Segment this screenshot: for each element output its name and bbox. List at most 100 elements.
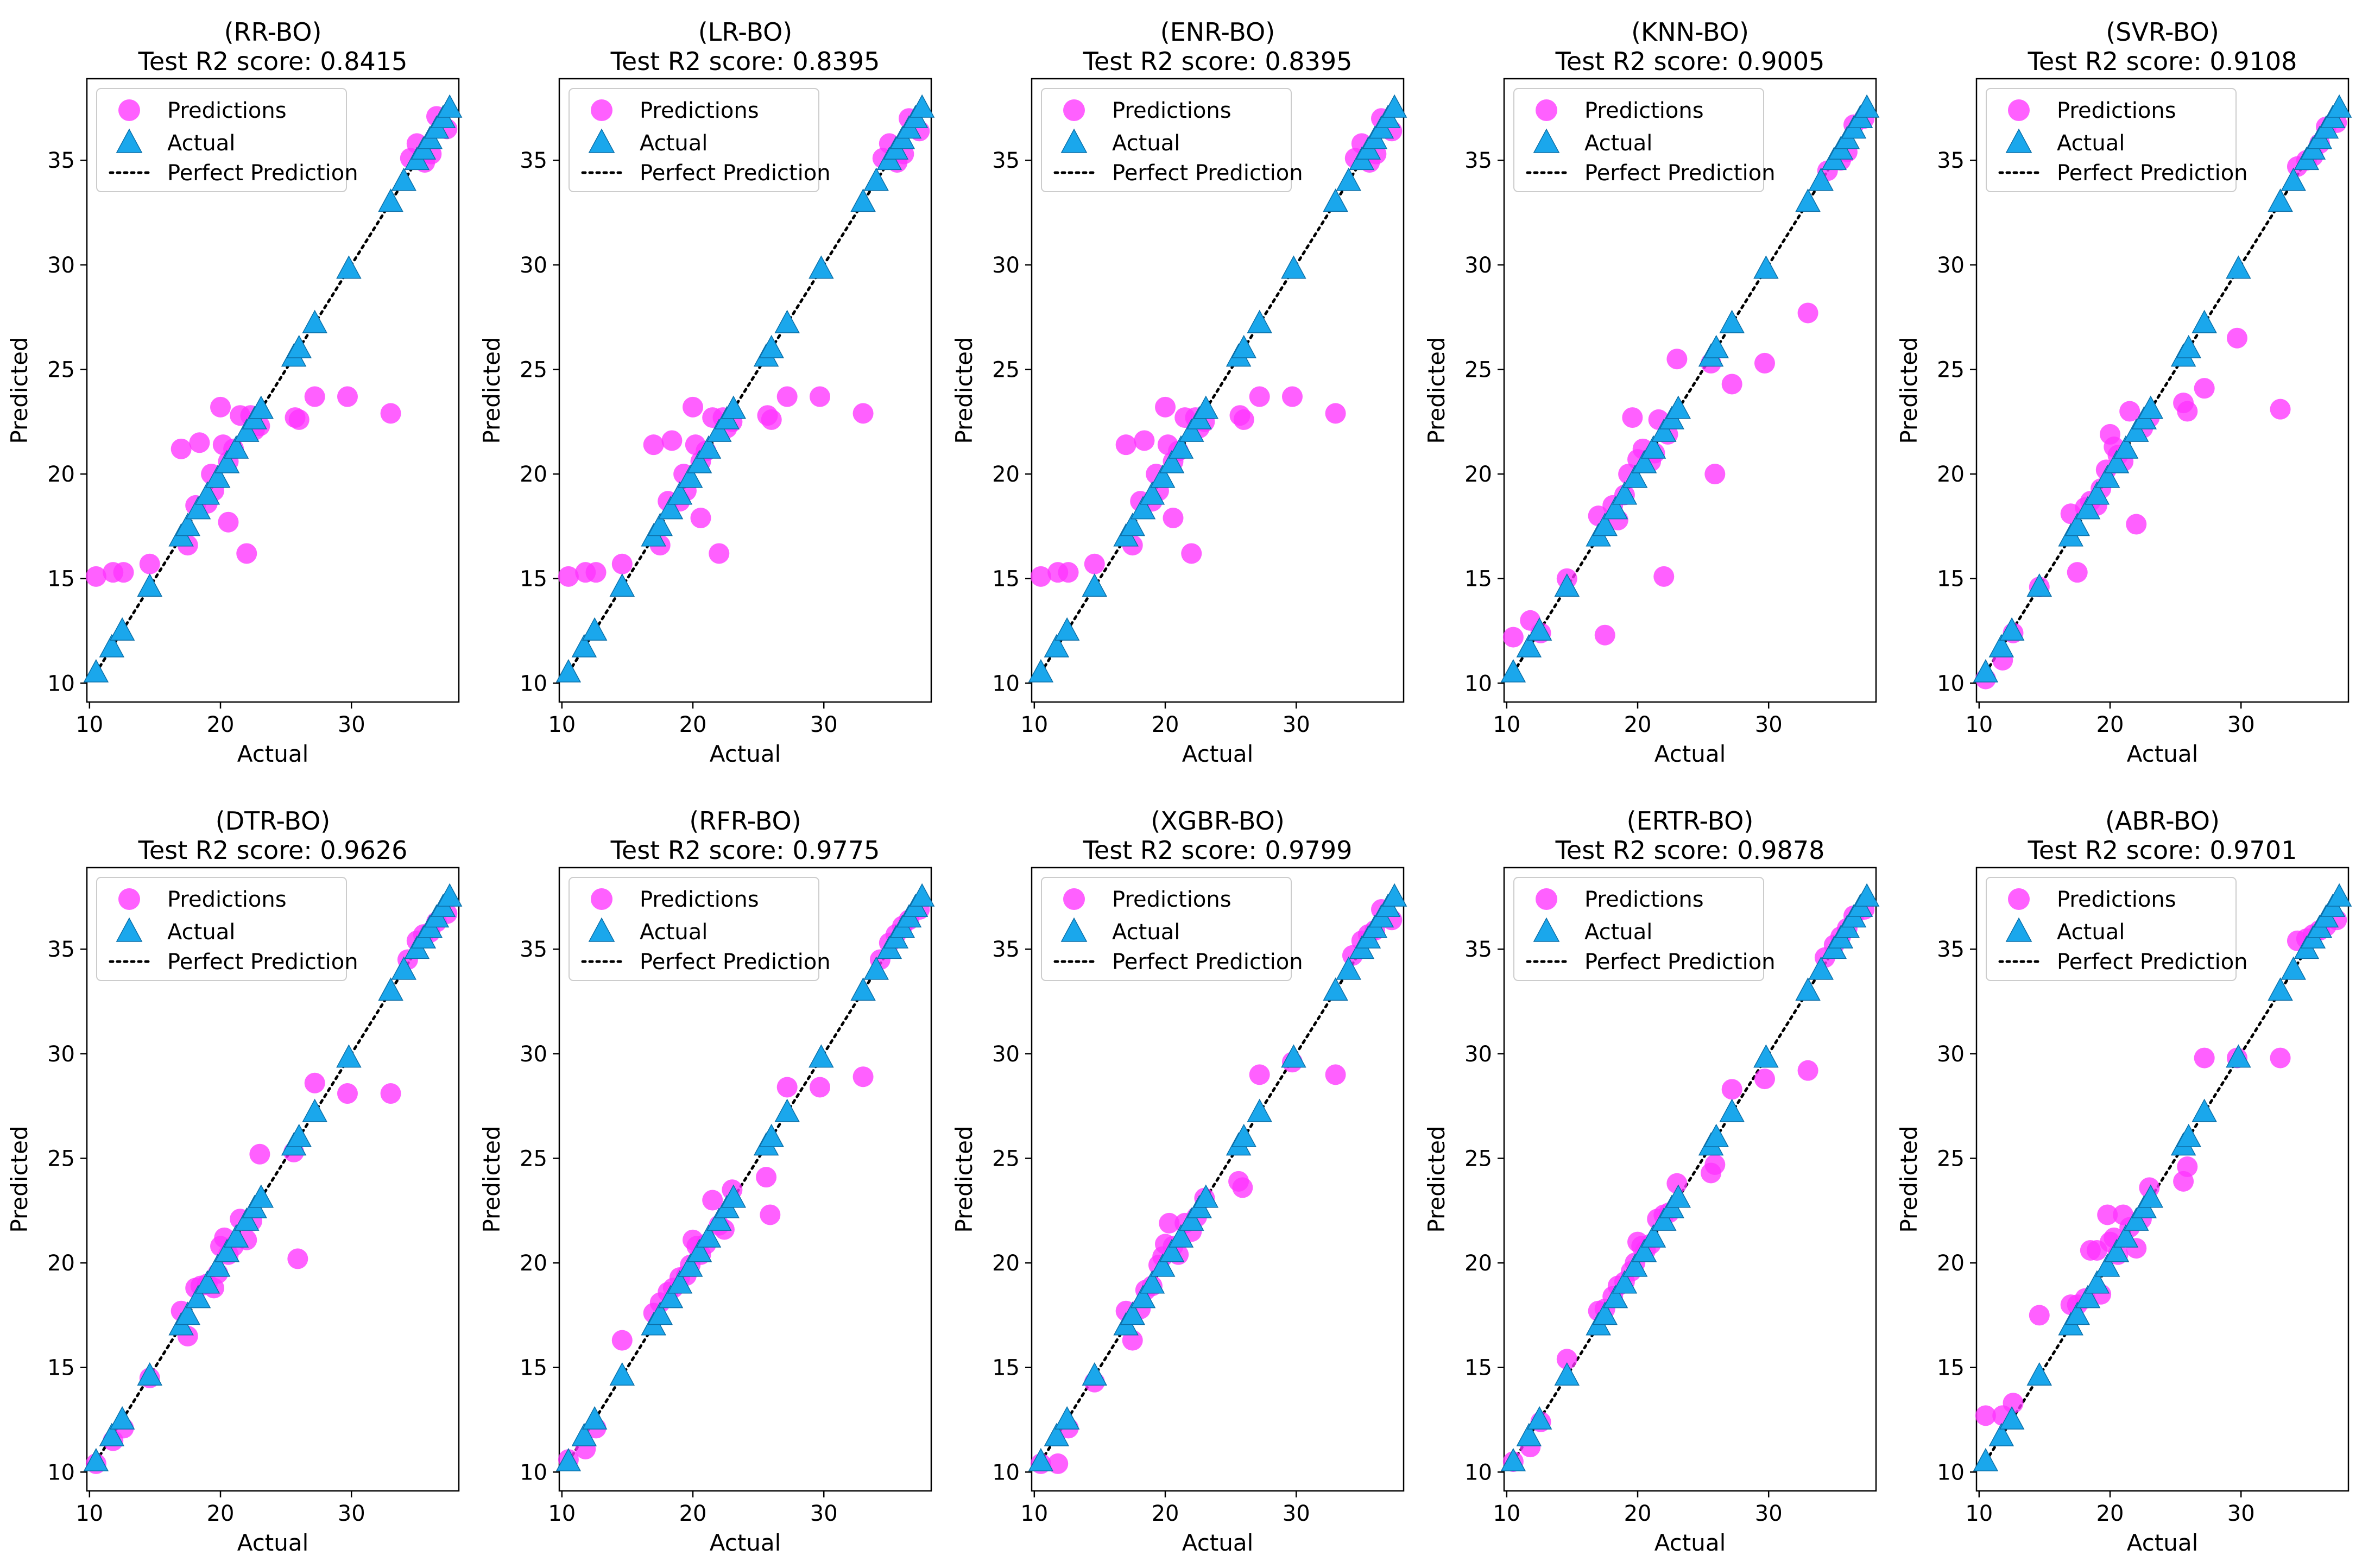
legend-actual-label: Actual xyxy=(167,920,235,945)
actual-point xyxy=(1973,659,1999,682)
actual-point xyxy=(706,418,732,442)
y-tick-label: 25 xyxy=(992,357,1020,382)
actual-point xyxy=(1231,334,1256,358)
legend-predictions-marker xyxy=(118,99,140,121)
prediction-point xyxy=(1502,627,1524,648)
y-tick-label: 10 xyxy=(1937,1460,1965,1485)
actual-point xyxy=(1854,94,1880,118)
subplot-title: (XGBR-BO) xyxy=(1151,806,1285,836)
legend-box xyxy=(1986,88,2237,192)
actual-point xyxy=(1028,1447,1054,1471)
actual-point xyxy=(214,450,240,473)
y-tick-label: 20 xyxy=(47,462,75,487)
subplot-title: (ERTR-BO) xyxy=(1627,806,1754,836)
prediction-point xyxy=(1030,566,1051,587)
legend-predictions-marker xyxy=(1536,99,1557,121)
subplot-title: (KNN-BO) xyxy=(1631,17,1749,47)
prediction-point xyxy=(2177,401,2198,422)
y-tick-label: 25 xyxy=(992,1146,1020,1171)
actual-point xyxy=(1631,1238,1657,1262)
actual-point xyxy=(1795,977,1821,1001)
legend-predictions-label: Predictions xyxy=(167,98,287,123)
actual-point xyxy=(1082,573,1108,597)
actual-point xyxy=(205,1253,231,1277)
prediction-point xyxy=(1325,1064,1346,1085)
actual-point xyxy=(1500,659,1526,682)
actual-point xyxy=(2268,188,2293,212)
x-tick-label: 30 xyxy=(810,712,838,737)
actual-point xyxy=(2113,1224,2139,1248)
y-tick-label: 20 xyxy=(1937,1251,1965,1276)
legend-actual-marker xyxy=(2005,917,2032,942)
legend-actual-marker xyxy=(1533,917,1560,942)
prediction-point xyxy=(288,409,310,430)
legend-actual-label: Actual xyxy=(1584,131,1652,156)
y-tick-label: 35 xyxy=(992,148,1020,173)
subplot-lr-bo: (LR-BO)Test R2 score: 0.8395 10 20 30 10 15 20… xyxy=(478,17,935,767)
y-tick-label: 30 xyxy=(992,1042,1020,1067)
prediction-point xyxy=(2067,562,2088,583)
y-tick-label: 15 xyxy=(992,1356,1020,1381)
y-tick-label: 15 xyxy=(520,567,547,592)
plot-frame xyxy=(86,78,460,703)
subplot-title: (LR-BO) xyxy=(698,17,793,47)
actual-point xyxy=(1602,496,1628,520)
legend-predictions-label: Predictions xyxy=(640,887,759,912)
actual-point xyxy=(2138,1184,2164,1208)
legend-predictions-label: Predictions xyxy=(640,98,759,123)
y-axis-label: Predicted xyxy=(6,337,33,444)
y-tick-label: 30 xyxy=(47,1042,75,1067)
actual-point xyxy=(809,255,834,279)
actual-point xyxy=(1651,1207,1677,1231)
prediction-point xyxy=(2177,1156,2198,1177)
perfect-prediction-line xyxy=(1512,106,1868,674)
legend-perfect-label: Perfect Prediction xyxy=(2057,161,2248,186)
actual-point xyxy=(248,395,274,419)
actual-point xyxy=(1526,1406,1552,1430)
subplot-title: (SVR-BO) xyxy=(2106,17,2219,47)
actual-point xyxy=(774,1098,800,1122)
actual-point xyxy=(759,1123,784,1147)
y-tick-label: 10 xyxy=(1464,1460,1492,1485)
legend-box xyxy=(96,877,347,981)
prediction-point xyxy=(1666,1173,1688,1194)
subplot-rr-bo: (RR-BO)Test R2 score: 0.8415 10 20 30 10 15 20… xyxy=(6,17,463,767)
prediction-point xyxy=(661,430,683,451)
actual-point xyxy=(234,1207,260,1231)
x-tick-label: 20 xyxy=(1624,1501,1652,1526)
prediction-point xyxy=(85,566,106,587)
prediction-point xyxy=(1975,1405,1996,1426)
x-tick-label: 30 xyxy=(810,1501,838,1526)
legend-actual-label: Actual xyxy=(2057,131,2125,156)
y-axis-label: Predicted xyxy=(951,337,977,444)
actual-point xyxy=(194,1270,220,1294)
actual-point xyxy=(2064,1301,2090,1325)
actual-point xyxy=(721,395,747,419)
actual-point xyxy=(1753,255,1779,279)
actual-point xyxy=(2104,1238,2130,1262)
subplot-score: Test R2 score: 0.9005 xyxy=(1555,47,1825,76)
actual-point xyxy=(1231,1123,1256,1147)
legend-predictions-marker xyxy=(1063,888,1085,910)
y-axis-label: Predicted xyxy=(1423,337,1450,444)
actual-point xyxy=(1323,977,1348,1001)
plot-frame xyxy=(558,78,932,703)
actual-point xyxy=(863,956,889,980)
prediction-point xyxy=(1058,562,1079,583)
y-tick-label: 25 xyxy=(1937,1146,1965,1171)
actual-point xyxy=(1247,309,1272,333)
actual-point xyxy=(2281,956,2306,980)
prediction-point xyxy=(337,386,358,407)
subplot-dtr-bo: (DTR-BO)Test R2 score: 0.9626 10 20 30 10 15 2… xyxy=(6,806,463,1556)
legend-actual-label: Actual xyxy=(1584,920,1652,945)
actual-point xyxy=(2026,573,2052,597)
actual-point xyxy=(1665,395,1691,419)
perfect-prediction-line xyxy=(1039,895,1396,1463)
y-tick-label: 35 xyxy=(1937,148,1965,173)
actual-point xyxy=(2192,309,2217,333)
x-tick-label: 20 xyxy=(2096,1501,2124,1526)
prediction-point xyxy=(1249,386,1270,407)
prediction-point xyxy=(756,1167,777,1188)
actual-point xyxy=(909,94,935,118)
